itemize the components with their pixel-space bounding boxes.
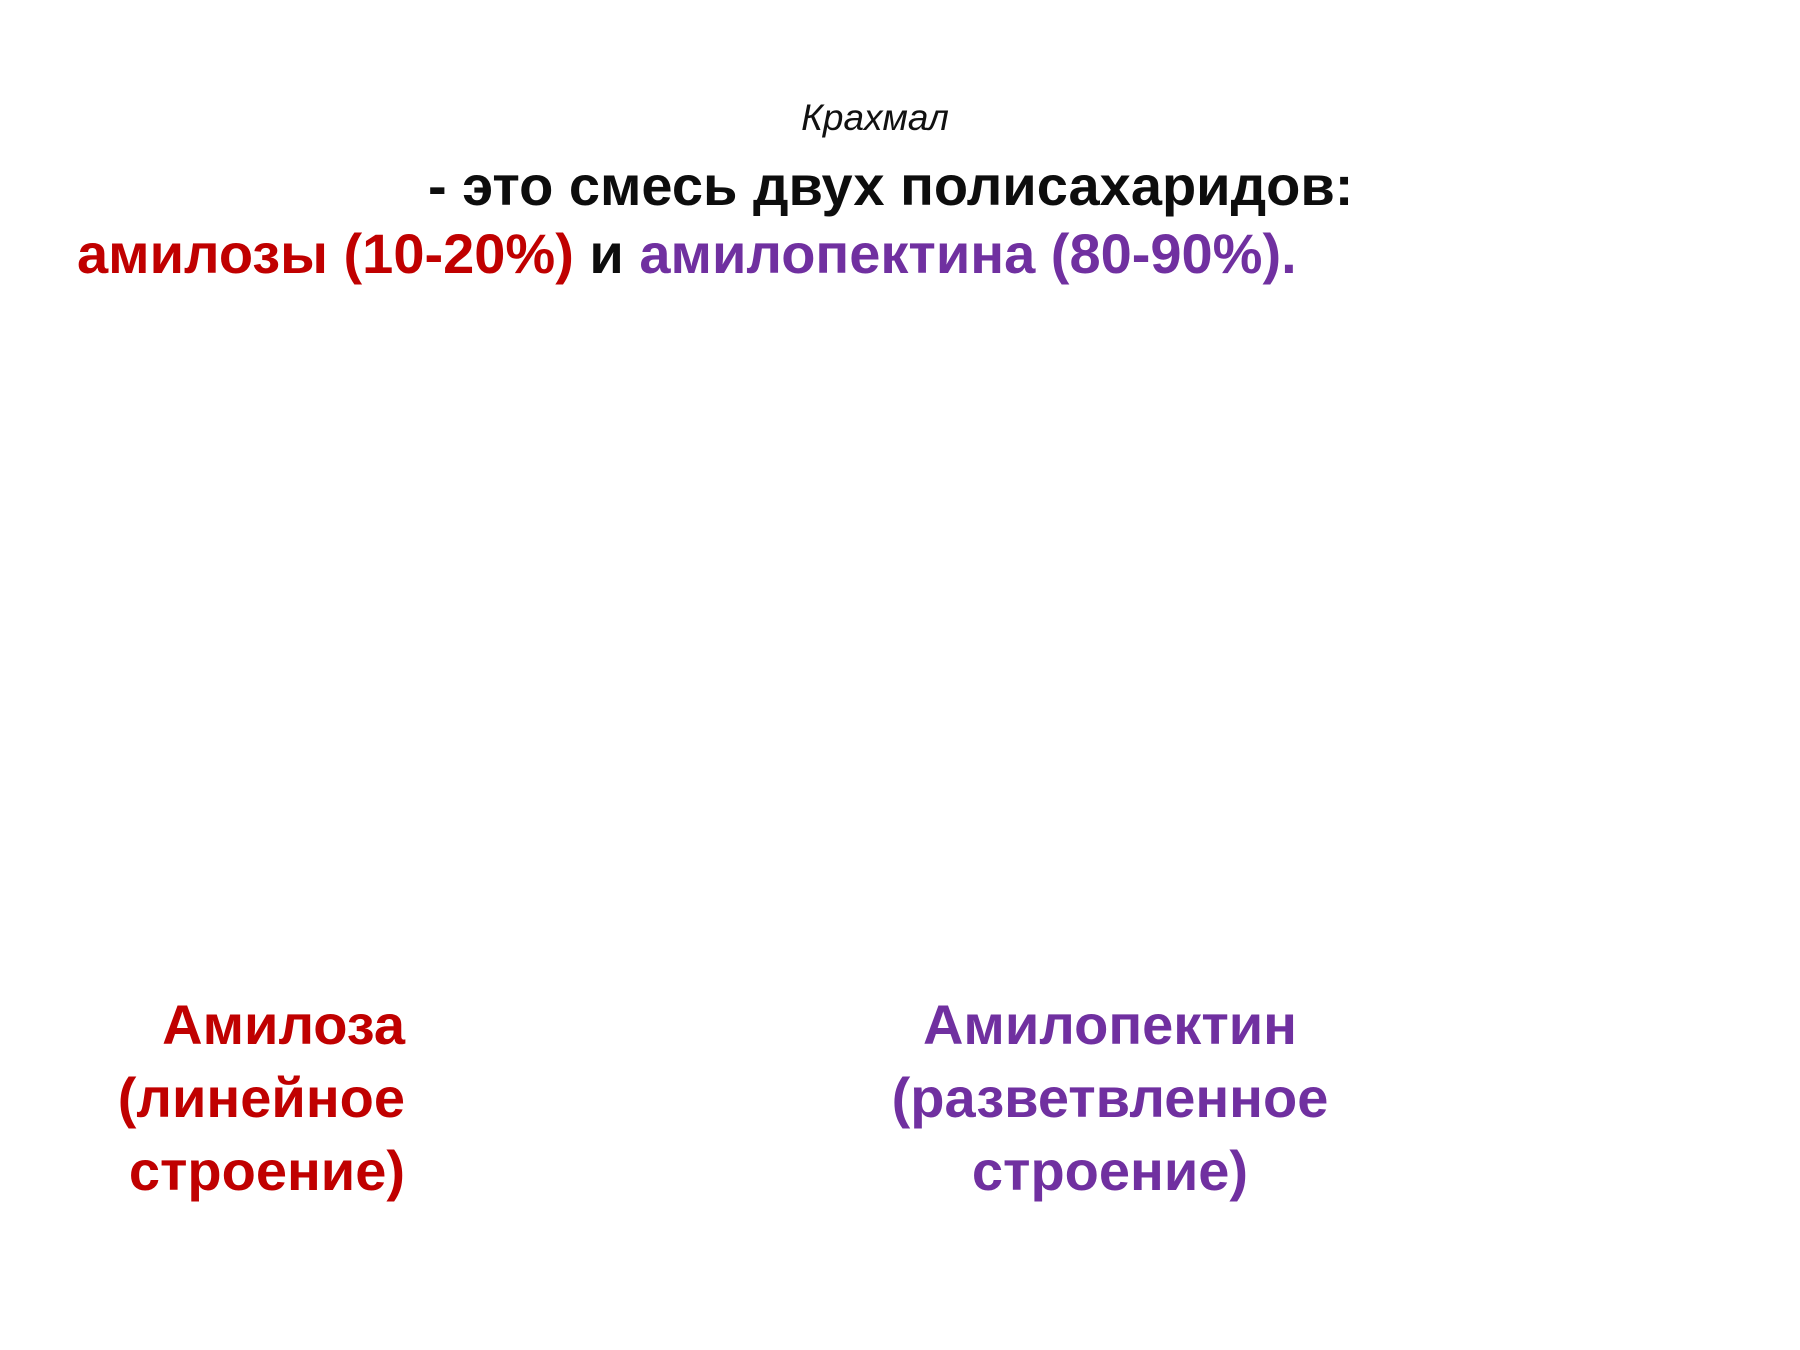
composition-period: . <box>1281 222 1297 285</box>
amylopectin-label: Амилопектин (разветвленное строение) <box>800 988 1420 1207</box>
composition-conjunction: и <box>573 222 640 285</box>
amylose-name: Амилоза <box>162 993 405 1056</box>
amylopectin-structure-line-2: строение) <box>971 1139 1249 1202</box>
amylopectin-structure-line-1: (разветвленное <box>891 1066 1329 1129</box>
slide-title: Крахмал <box>801 97 949 138</box>
amylopectin-name: Амилопектин <box>922 993 1297 1056</box>
amylose-structure-line-1: (линейное <box>117 1066 405 1129</box>
composition-amylopectin: амилопектина (80-90%) <box>639 222 1282 285</box>
composition-line: амилозы (10-20%) и амилопектина (80-90%)… <box>77 220 1297 287</box>
amylose-structure-line-2: строение) <box>128 1139 405 1202</box>
composition-amylose: амилозы (10-20%) <box>77 222 574 285</box>
amylose-label: Амилоза (линейное строение) <box>60 988 405 1207</box>
slide-subtitle: - это смесь двух полисахаридов: <box>428 154 1354 217</box>
